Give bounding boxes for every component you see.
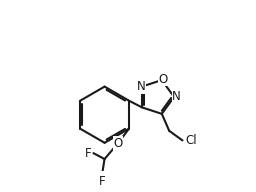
Text: F: F [99,175,106,188]
Text: O: O [158,73,168,86]
Text: Cl: Cl [186,134,197,147]
Text: F: F [85,147,92,160]
Text: O: O [113,137,122,150]
Text: N: N [136,80,145,93]
Text: N: N [172,90,181,103]
